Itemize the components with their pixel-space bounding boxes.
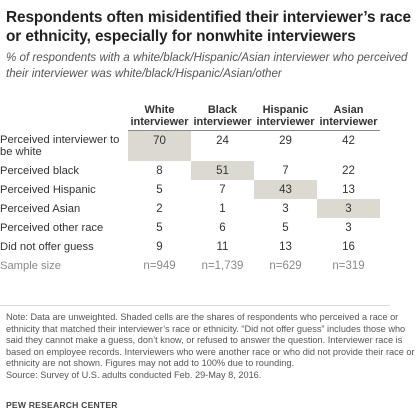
chart-title: Respondents often misidentified their in… xyxy=(6,9,411,45)
value-cell: 24 xyxy=(216,135,229,147)
footnote: Note: Data are unweighted. Shaded cells … xyxy=(6,312,416,382)
credit-text: PEW RESEARCH CENTER xyxy=(6,400,118,410)
row-label: Did not offer guess xyxy=(0,240,94,253)
note-text: Note: Data are unweighted. Shaded cells … xyxy=(6,312,415,369)
chart-subtitle: % of respondents with a white/black/Hisp… xyxy=(6,51,408,80)
value-cell: 5 xyxy=(282,221,289,234)
sample-size-cell: n=1,739 xyxy=(201,259,244,272)
source-text: Source: Survey of U.S. adults conducted … xyxy=(6,369,262,380)
shaded-value-cell: 70 xyxy=(128,131,191,161)
data-table: White interviewer Black interviewer Hisp… xyxy=(0,101,380,275)
shaded-value-cell: 43 xyxy=(254,180,317,199)
sample-size-cell: n=949 xyxy=(143,259,176,272)
value-cell: 42 xyxy=(342,135,355,147)
sample-size-label: Sample size xyxy=(0,259,61,272)
table-row: Perceived interviewer to be white 70 24 29 4… xyxy=(0,131,380,161)
sample-size-cell: n=629 xyxy=(269,259,302,272)
value-cell: 5 xyxy=(156,183,163,196)
value-cell: 7 xyxy=(219,183,226,196)
value-cell: 1 xyxy=(219,202,226,215)
table-row: Perceived Asian 2 1 3 3 xyxy=(0,199,380,218)
value-cell: 29 xyxy=(279,135,292,147)
table-row: Did not offer guess 9 11 13 16 xyxy=(0,237,380,256)
value-cell: 9 xyxy=(156,240,163,253)
column-header-hispanic: Hispanic interviewer xyxy=(254,101,317,131)
value-cell: 7 xyxy=(282,164,289,177)
shaded-value-cell: 3 xyxy=(317,199,380,218)
value-cell: 3 xyxy=(345,221,352,234)
value-cell: 13 xyxy=(279,240,292,253)
value-cell: 6 xyxy=(219,221,226,234)
column-header-white: White interviewer xyxy=(128,101,191,131)
row-label: Perceived black xyxy=(0,164,79,177)
separator-line xyxy=(0,305,390,306)
value-cell: 13 xyxy=(342,183,355,196)
table-row: Perceived Hispanic 5 7 43 13 xyxy=(0,180,380,199)
table-row: Perceived other race 5 6 5 3 xyxy=(0,218,380,237)
row-label: Perceived Asian xyxy=(0,202,81,215)
sample-size-cell: n=319 xyxy=(332,259,365,272)
column-header-black: Black interviewer xyxy=(191,101,254,131)
value-cell: 16 xyxy=(342,240,355,253)
table-row: Perceived black 8 51 7 22 xyxy=(0,161,380,180)
value-cell: 8 xyxy=(156,164,163,177)
column-header-asian: Asian interviewer xyxy=(317,101,380,131)
value-cell: 22 xyxy=(342,164,355,177)
value-cell: 5 xyxy=(156,221,163,234)
row-label: Perceived other race xyxy=(0,221,104,234)
value-cell: 11 xyxy=(216,240,229,253)
corner-cell xyxy=(0,101,128,131)
value-cell: 2 xyxy=(156,202,163,215)
shaded-value-cell: 51 xyxy=(191,161,254,180)
table-body: Perceived interviewer to be white 70 24 29 4… xyxy=(0,131,380,275)
sample-size-row: Sample size n=949 n=1,739 n=629 n=319 xyxy=(0,256,380,275)
row-label: Perceived interviewer to be white xyxy=(0,134,120,158)
row-label: Perceived Hispanic xyxy=(0,183,96,196)
value-cell: 3 xyxy=(282,202,289,215)
